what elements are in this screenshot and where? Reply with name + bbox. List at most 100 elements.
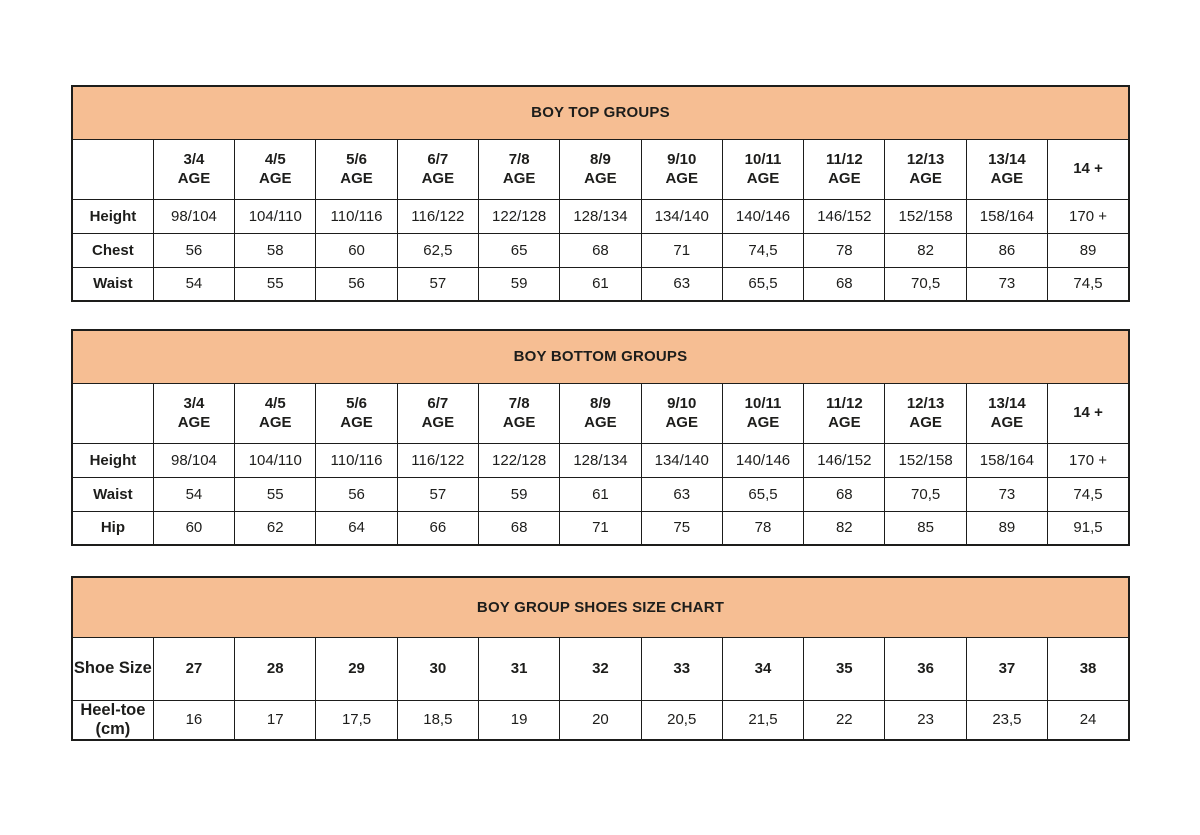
size-value-cell: 152/158	[884, 442, 967, 478]
size-value-cell: 65,5	[721, 476, 805, 512]
row-label-cell: Chest	[71, 232, 154, 268]
table-row: Chest 56 58 60 62,5 65 68 71 74,5 78 82 86 89	[71, 232, 1130, 268]
column-header-cell: 10/11 AGE	[721, 382, 805, 444]
table-title: BOY TOP GROUPS	[71, 85, 1130, 140]
size-value-cell: 64	[315, 510, 398, 546]
table-row: Hip 60 62 64 66 68 71 75 78 82 85 89 91,5	[71, 510, 1130, 546]
size-value-cell: 70,5	[884, 476, 967, 512]
column-header-cell: 37	[965, 636, 1049, 701]
column-header-cell: 4/5 AGE	[234, 138, 317, 200]
size-value-cell: 21,5	[721, 699, 805, 740]
size-value-cell: 170 +	[1047, 198, 1130, 234]
column-header-cell: 3/4 AGE	[152, 382, 236, 444]
size-value-cell: 74,5	[721, 232, 805, 268]
size-value-cell: 110/116	[315, 442, 398, 478]
size-value-cell: 91,5	[1047, 510, 1130, 546]
size-value-cell: 146/152	[803, 442, 886, 478]
table-title: BOY GROUP SHOES SIZE CHART	[71, 576, 1130, 638]
column-header-cell: 32	[559, 636, 642, 701]
table-title-row: BOY GROUP SHOES SIZE CHART	[71, 576, 1130, 638]
size-value-cell: 55	[234, 476, 317, 512]
column-header-cell: 36	[884, 636, 967, 701]
table-row: Height 98/104 104/110 110/116 116/122 122/128…	[71, 442, 1130, 478]
column-header-cell: 30	[396, 636, 479, 701]
size-value-cell: 20,5	[640, 699, 723, 740]
size-value-cell: 68	[559, 232, 642, 268]
column-header-cell: 13/14 AGE	[965, 138, 1049, 200]
size-value-cell: 68	[477, 510, 561, 546]
size-value-cell: 82	[884, 232, 967, 268]
size-value-cell: 57	[396, 266, 479, 302]
column-header-cell: 8/9 AGE	[559, 138, 642, 200]
corner-label-cell	[71, 138, 154, 200]
size-value-cell: 60	[315, 232, 398, 268]
column-header-cell: 14 +	[1047, 382, 1130, 444]
size-value-cell: 68	[803, 266, 886, 302]
column-header-cell: 9/10 AGE	[640, 382, 723, 444]
column-header-cell: 6/7 AGE	[396, 382, 479, 444]
column-header-row: 3/4 AGE 4/5 AGE 5/6 AGE 6/7 AGE 7/8 AGE 8/9 A…	[71, 138, 1130, 200]
size-value-cell: 128/134	[559, 198, 642, 234]
size-value-cell: 66	[396, 510, 479, 546]
size-value-cell: 170 +	[1047, 442, 1130, 478]
size-value-cell: 55	[234, 266, 317, 302]
size-value-cell: 57	[396, 476, 479, 512]
table-row: Waist 54 55 56 57 59 61 63 65,5 68 70,5 73 74,5	[71, 476, 1130, 512]
size-value-cell: 78	[803, 232, 886, 268]
size-value-cell: 140/146	[721, 442, 805, 478]
size-value-cell: 98/104	[152, 198, 236, 234]
size-value-cell: 59	[477, 266, 561, 302]
size-value-cell: 116/122	[396, 442, 479, 478]
size-value-cell: 17	[234, 699, 317, 740]
column-header-row: 3/4 AGE 4/5 AGE 5/6 AGE 6/7 AGE 7/8 AGE 8/9 A…	[71, 382, 1130, 444]
size-table: BOY BOTTOM GROUPS 3/4 AGE 4/5 AGE 5/6 AGE 6/…	[71, 329, 1130, 546]
column-header-cell: 11/12 AGE	[803, 382, 886, 444]
corner-label-cell	[71, 382, 154, 444]
column-header-cell: 7/8 AGE	[477, 138, 561, 200]
size-value-cell: 60	[152, 510, 236, 546]
boy-group-shoes-size-chart-table: BOY GROUP SHOES SIZE CHART Shoe Size 27 28 2…	[71, 576, 1130, 741]
size-value-cell: 56	[315, 476, 398, 512]
size-value-cell: 65	[477, 232, 561, 268]
size-value-cell: 74,5	[1047, 266, 1130, 302]
size-value-cell: 82	[803, 510, 886, 546]
size-value-cell: 70,5	[884, 266, 967, 302]
column-header-cell: 27	[152, 636, 236, 701]
column-header-cell: 29	[315, 636, 398, 701]
size-value-cell: 18,5	[396, 699, 479, 740]
size-value-cell: 134/140	[640, 442, 723, 478]
size-value-cell: 16	[152, 699, 236, 740]
size-table: BOY TOP GROUPS 3/4 AGE 4/5 AGE 5/6 AGE 6/7 A…	[71, 85, 1130, 302]
table-title-row: BOY TOP GROUPS	[71, 85, 1130, 140]
size-value-cell: 89	[965, 510, 1049, 546]
row-label-cell: Heel-toe (cm)	[71, 699, 154, 740]
size-value-cell: 54	[152, 476, 236, 512]
size-value-cell: 61	[559, 476, 642, 512]
size-value-cell: 116/122	[396, 198, 479, 234]
table-title-row: BOY BOTTOM GROUPS	[71, 329, 1130, 384]
table-row: Heel-toe (cm) 16 17 17,5 18,5 19 20 20,5 21,5 22 2…	[71, 699, 1130, 740]
size-value-cell: 74,5	[1047, 476, 1130, 512]
row-label-cell: Waist	[71, 266, 154, 302]
column-header-cell: 38	[1047, 636, 1130, 701]
size-value-cell: 56	[315, 266, 398, 302]
size-value-cell: 73	[965, 266, 1049, 302]
size-value-cell: 158/164	[965, 198, 1049, 234]
size-value-cell: 59	[477, 476, 561, 512]
size-value-cell: 58	[234, 232, 317, 268]
size-value-cell: 152/158	[884, 198, 967, 234]
size-value-cell: 98/104	[152, 442, 236, 478]
column-header-cell: 13/14 AGE	[965, 382, 1049, 444]
size-value-cell: 122/128	[477, 198, 561, 234]
column-header-cell: 7/8 AGE	[477, 382, 561, 444]
size-value-cell: 65,5	[721, 266, 805, 302]
column-header-cell: 34	[721, 636, 805, 701]
size-value-cell: 63	[640, 266, 723, 302]
table-row: Height 98/104 104/110 110/116 116/122 122/128…	[71, 198, 1130, 234]
column-header-cell: 9/10 AGE	[640, 138, 723, 200]
size-value-cell: 104/110	[234, 198, 317, 234]
size-value-cell: 62	[234, 510, 317, 546]
column-header-cell: 11/12 AGE	[803, 138, 886, 200]
size-value-cell: 17,5	[315, 699, 398, 740]
column-header-cell: 6/7 AGE	[396, 138, 479, 200]
